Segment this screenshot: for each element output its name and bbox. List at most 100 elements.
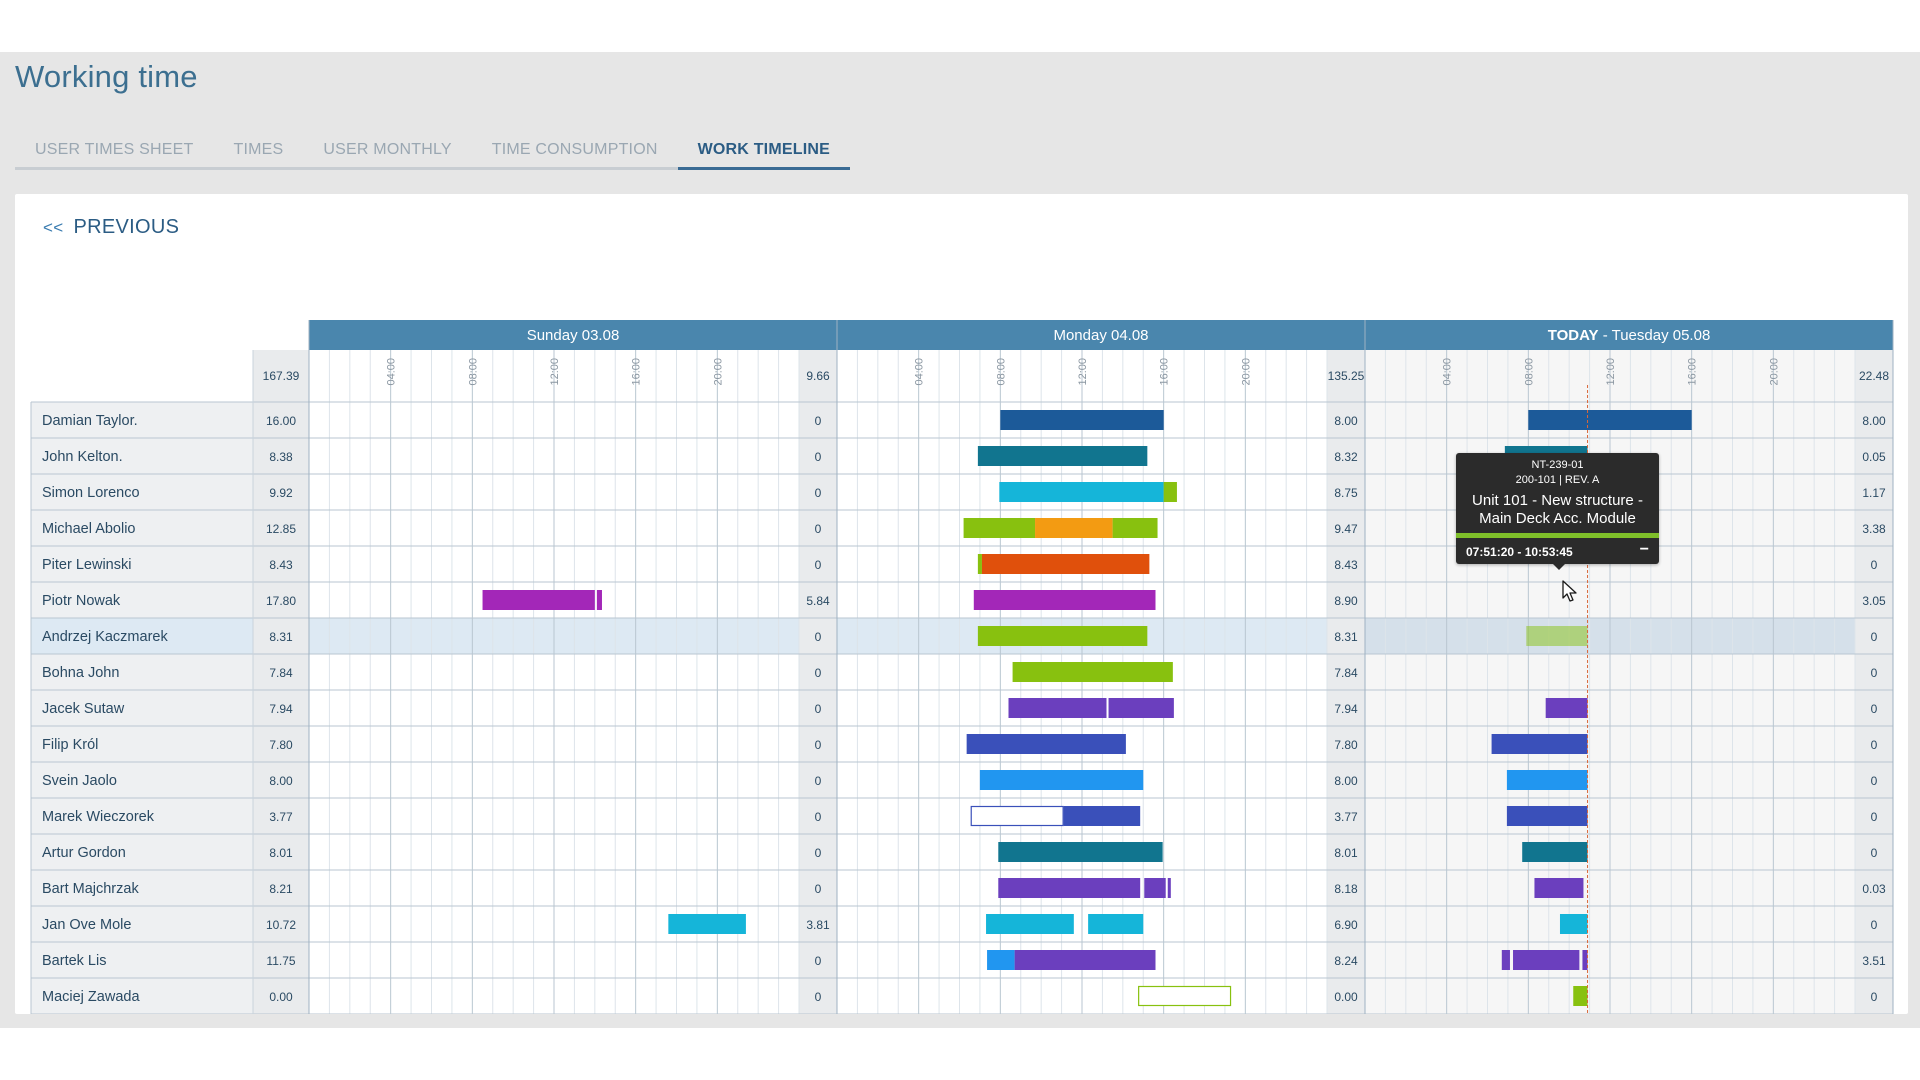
time-entry-bar[interactable] bbox=[1545, 698, 1588, 718]
hour-tick-label: 08:00 bbox=[1523, 358, 1535, 386]
user-day-total: 1.17 bbox=[1862, 486, 1886, 500]
time-entry-bar[interactable] bbox=[999, 482, 1164, 502]
hour-tick-label: 20:00 bbox=[712, 358, 724, 386]
row-name-cell[interactable] bbox=[31, 798, 253, 834]
user-day-total: 0 bbox=[815, 990, 822, 1004]
previous-link[interactable]: << PREVIOUS bbox=[43, 216, 179, 239]
time-entry-bar[interactable] bbox=[596, 590, 602, 610]
time-entry-bar[interactable] bbox=[1526, 626, 1588, 646]
time-entry-bar[interactable] bbox=[1000, 410, 1164, 430]
user-day-total: 3.38 bbox=[1862, 522, 1886, 536]
user-day-total: 0 bbox=[1871, 558, 1878, 572]
row-name-cell[interactable] bbox=[31, 402, 253, 438]
tooltip-title: Unit 101 - New structure - Main Deck Acc… bbox=[1472, 492, 1643, 527]
user-day-total: 0.00 bbox=[1334, 990, 1358, 1004]
row-name-cell[interactable] bbox=[31, 474, 253, 510]
time-entry-bar[interactable] bbox=[977, 626, 1148, 646]
time-entry-bar[interactable] bbox=[1008, 698, 1107, 718]
user-day-total: 0 bbox=[1871, 702, 1878, 716]
hour-tick-label: 04:00 bbox=[914, 358, 926, 386]
time-entry-bar[interactable] bbox=[1167, 878, 1171, 898]
user-name: Jacek Sutaw bbox=[42, 701, 125, 717]
tab-user-monthly[interactable]: USER MONTHLY bbox=[323, 141, 452, 158]
user-day-total: 0 bbox=[815, 774, 822, 788]
tooltip-color-bar bbox=[1456, 533, 1659, 538]
user-name: Bohna John bbox=[42, 665, 119, 681]
user-name: Simon Lorenco bbox=[42, 485, 140, 501]
time-entry-bar[interactable] bbox=[963, 518, 1036, 538]
time-entry-bar[interactable] bbox=[986, 914, 1074, 934]
grand-total-value: 167.39 bbox=[263, 369, 300, 383]
time-entry-bar[interactable] bbox=[977, 446, 1148, 466]
time-entry-bar[interactable] bbox=[1534, 878, 1584, 898]
tab-work-timeline[interactable]: WORK TIMELINE bbox=[677, 132, 850, 170]
user-day-total: 9.47 bbox=[1334, 522, 1358, 536]
user-total-hours: 16.00 bbox=[266, 414, 296, 428]
row-name-cell[interactable] bbox=[31, 690, 253, 726]
row-total-cell bbox=[253, 546, 309, 582]
tab-time-consumption[interactable]: TIME CONSUMPTION bbox=[491, 141, 658, 158]
time-entry-bar[interactable] bbox=[1501, 950, 1510, 970]
time-entry-bar[interactable] bbox=[998, 878, 1141, 898]
time-entry-bar[interactable] bbox=[1528, 410, 1692, 430]
tab-times[interactable]: TIMES bbox=[233, 141, 284, 158]
time-entry-bar[interactable] bbox=[981, 554, 1150, 574]
time-entry-bar[interactable] bbox=[482, 590, 595, 610]
time-entry-bar[interactable] bbox=[1063, 806, 1141, 826]
time-entry-bar[interactable] bbox=[973, 590, 1156, 610]
time-entry-bar[interactable] bbox=[1108, 698, 1174, 718]
time-entry-bar[interactable] bbox=[1506, 770, 1588, 790]
time-entry-bar-outline[interactable] bbox=[1138, 985, 1232, 1007]
time-entry-bar[interactable] bbox=[987, 950, 1015, 970]
row-name-cell[interactable] bbox=[31, 762, 253, 798]
time-entry-bar[interactable] bbox=[1088, 914, 1144, 934]
day-total-column bbox=[799, 350, 837, 1014]
time-entry-bar[interactable] bbox=[1491, 734, 1588, 754]
time-entry-bar[interactable] bbox=[998, 842, 1163, 862]
row-name-cell[interactable] bbox=[31, 906, 253, 942]
time-entry-bar[interactable] bbox=[1573, 986, 1588, 1006]
time-entry-bar[interactable] bbox=[1513, 950, 1580, 970]
row-name-cell[interactable] bbox=[31, 834, 253, 870]
user-name: John Kelton. bbox=[42, 449, 123, 465]
row-total-cell bbox=[253, 402, 309, 438]
row-total-cell bbox=[253, 978, 309, 1014]
user-day-total: 0 bbox=[815, 666, 822, 680]
user-total-hours: 7.84 bbox=[269, 666, 293, 680]
time-entry-bar[interactable] bbox=[1163, 482, 1177, 502]
row-name-cell[interactable] bbox=[31, 438, 253, 474]
row-name-cell[interactable] bbox=[31, 942, 253, 978]
row-name-cell[interactable] bbox=[31, 618, 253, 654]
time-entry-bar[interactable] bbox=[1014, 950, 1156, 970]
day-total-column bbox=[1327, 350, 1365, 1014]
row-name-cell[interactable] bbox=[31, 870, 253, 906]
time-entry-bar[interactable] bbox=[977, 554, 982, 574]
row-name-cell[interactable] bbox=[31, 726, 253, 762]
user-day-total: 0 bbox=[815, 846, 822, 860]
time-entry-bar[interactable] bbox=[979, 770, 1144, 790]
day-header-title: Sunday 03.08 bbox=[527, 327, 620, 344]
time-entry-bar[interactable] bbox=[1559, 914, 1588, 934]
row-name-cell[interactable] bbox=[31, 582, 253, 618]
tooltip-collapse-button[interactable]: − bbox=[1639, 541, 1649, 558]
time-entry-bar[interactable] bbox=[668, 914, 746, 934]
user-day-total: 0 bbox=[815, 882, 822, 896]
time-entry-bar[interactable] bbox=[1506, 806, 1588, 826]
row-name-cell[interactable] bbox=[31, 546, 253, 582]
time-entry-bar[interactable] bbox=[966, 734, 1126, 754]
row-name-cell[interactable] bbox=[31, 978, 253, 1014]
row-name-cell[interactable] bbox=[31, 654, 253, 690]
time-entry-bar[interactable] bbox=[1144, 878, 1166, 898]
time-entry-bar[interactable] bbox=[1112, 518, 1158, 538]
row-name-cell[interactable] bbox=[31, 510, 253, 546]
time-entry-bar[interactable] bbox=[1035, 518, 1113, 538]
user-day-total: 5.84 bbox=[806, 594, 830, 608]
row-total-cell bbox=[253, 690, 309, 726]
time-entry-bar[interactable] bbox=[1582, 950, 1588, 970]
time-entry-bar[interactable] bbox=[1012, 662, 1173, 682]
time-entry-bar-outline[interactable] bbox=[970, 805, 1064, 827]
user-total-hours: 8.38 bbox=[269, 450, 293, 464]
time-entry-bar[interactable] bbox=[1522, 842, 1588, 862]
user-total-hours: 9.92 bbox=[269, 486, 293, 500]
tab-user-times-sheet[interactable]: USER TIMES SHEET bbox=[35, 141, 194, 158]
